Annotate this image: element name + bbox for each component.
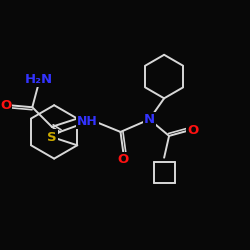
Text: H₂N: H₂N xyxy=(25,73,53,86)
Text: O: O xyxy=(187,124,198,138)
Text: N: N xyxy=(144,113,155,126)
Text: O: O xyxy=(118,153,129,166)
Text: O: O xyxy=(0,99,11,112)
Text: S: S xyxy=(47,130,57,143)
Text: NH: NH xyxy=(77,115,98,128)
